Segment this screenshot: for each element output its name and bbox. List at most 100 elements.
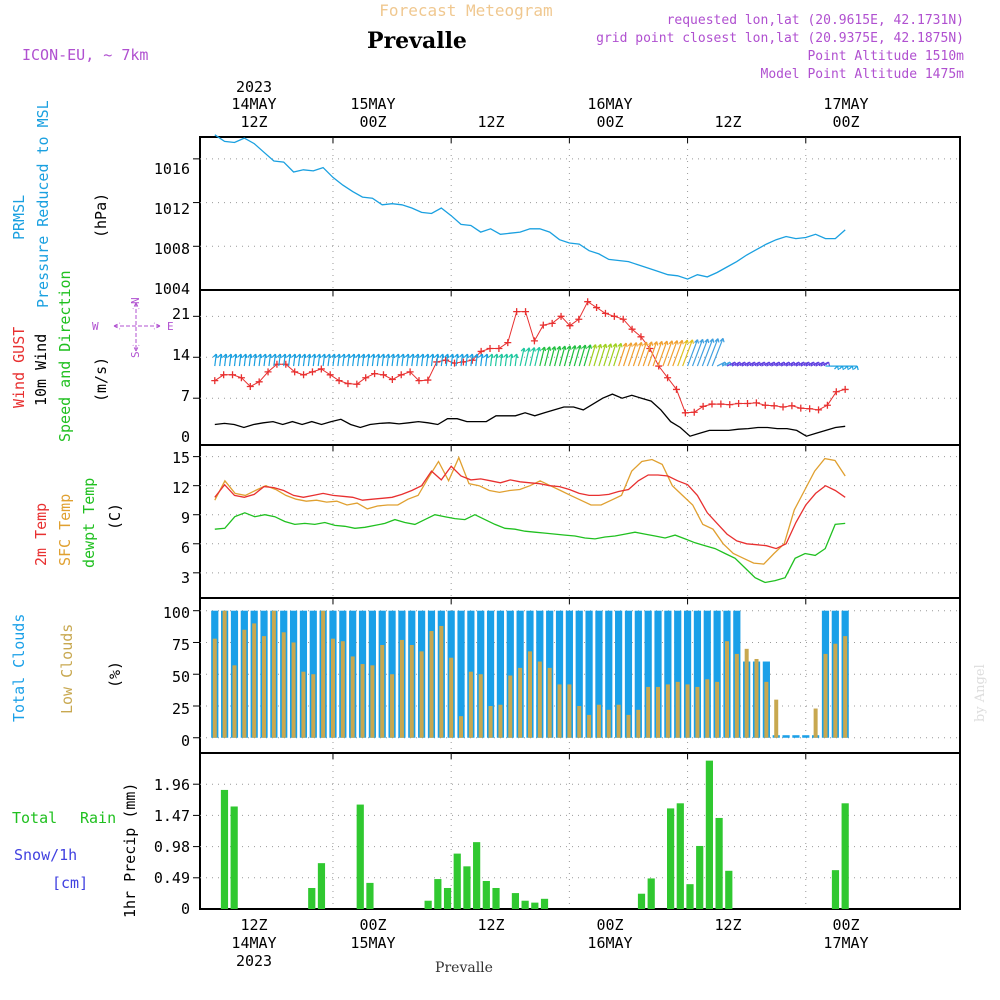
wind-direction-arrow <box>682 339 695 367</box>
rain-bar <box>317 863 326 909</box>
station-title: Prevalle <box>367 28 467 54</box>
wind-gust-point <box>761 401 769 409</box>
wind-direction-arrow <box>217 353 223 367</box>
total-cloud-bar <box>624 610 633 738</box>
total-cloud-bar <box>693 610 702 738</box>
total-cloud-bar <box>506 610 514 738</box>
rain-bar <box>540 898 549 909</box>
total-cloud-bar <box>615 610 623 738</box>
wind-gust-point <box>717 400 725 408</box>
rain-bar <box>676 803 684 909</box>
wind-gust-point <box>371 370 379 378</box>
wind-gust-point <box>575 315 583 323</box>
low-cloud-bar <box>656 686 661 738</box>
wind-gust-point <box>672 385 680 393</box>
wind-direction-arrow <box>613 342 623 367</box>
wind-direction-arrow <box>252 353 258 367</box>
wind-direction-arrow <box>227 353 233 367</box>
wind-gust-point <box>477 347 485 355</box>
temp-tick: 15 <box>172 449 190 467</box>
wind-direction-arrow <box>696 338 710 367</box>
precip-tick: 0.98 <box>154 838 190 856</box>
compass-south: S <box>129 351 142 358</box>
wind-gust-point <box>779 403 787 411</box>
wind-direction-arrow <box>271 353 277 367</box>
wind-direction-arrow <box>286 353 292 367</box>
pressure-labels: PRMSL Pressure Reduced to MSL (hPa) <box>10 100 110 308</box>
wind-direction-arrow <box>385 353 391 367</box>
y-tick-labels: 1004 1008 1012 1016 0 7 14 21 3 6 9 12 1… <box>154 160 190 918</box>
bottom-tick-hour: 12Z <box>714 916 741 934</box>
total-cloud-bar <box>496 610 505 738</box>
rain-bar <box>473 842 481 909</box>
low-cloud-bar <box>616 704 621 738</box>
rain-bar <box>443 887 452 909</box>
bottom-tick-hour: 12Z <box>240 916 267 934</box>
low-cloud-bar <box>232 665 237 738</box>
rain-bar <box>705 760 713 909</box>
top-tick-hour: 12Z <box>714 113 741 131</box>
wind-direction-arrow <box>242 353 248 367</box>
bottom-tick-date: 17MAY <box>823 934 868 952</box>
low-cloud-bar <box>409 645 414 738</box>
precip-tick: 1.47 <box>154 807 190 825</box>
pressure-tick: 1004 <box>154 280 190 298</box>
wind-direction-arrow <box>306 353 312 367</box>
total-cloud-bar <box>703 610 711 738</box>
low-cloud-bar <box>606 709 611 738</box>
dewpoint-line <box>214 512 846 584</box>
cloud-label-total: Total Clouds <box>10 614 28 722</box>
wind-direction-arrow <box>672 339 684 367</box>
wind-direction-arrow <box>326 353 332 367</box>
wind-direction-arrow <box>573 344 582 367</box>
wind-direction-arrow <box>267 353 273 367</box>
wind-gust-point <box>619 315 627 323</box>
total-cloud-bar <box>683 610 692 738</box>
wind-gust-point <box>566 322 574 330</box>
cloud-labels: Total Clouds Low Clouds (%) <box>10 614 124 722</box>
wind-label-gust: Wind GUST <box>10 327 28 408</box>
pressure-line <box>214 134 846 280</box>
wind-label-10m: 10m Wind <box>32 334 50 406</box>
wind-direction-arrow <box>652 340 664 367</box>
low-cloud-bar <box>390 674 395 738</box>
low-cloud-bar <box>439 625 444 738</box>
rain-bar <box>725 870 733 909</box>
rain-bar <box>637 893 646 909</box>
rain-bar <box>220 789 229 909</box>
wind-gust-point <box>601 309 609 317</box>
total-cloud-bar <box>605 610 613 738</box>
total-cloud-bar <box>595 610 603 738</box>
wind-gust-point <box>788 402 796 410</box>
wind-direction-arrow <box>667 340 679 367</box>
wind-gust-point <box>539 321 547 329</box>
low-cloud-bar <box>262 636 267 738</box>
cloud-tick: 0 <box>181 732 190 750</box>
wind-gust-point <box>388 375 396 383</box>
rain-bar <box>531 902 539 909</box>
temp-frame <box>199 444 961 599</box>
wind-direction-arrow <box>568 345 577 367</box>
total-cloud-bar <box>565 610 573 738</box>
rain-bar <box>434 879 442 909</box>
bottom-tick-hour: 00Z <box>359 916 386 934</box>
wind-direction-arrow <box>419 353 425 367</box>
wind-gust-point <box>513 308 521 316</box>
wind-gust-point <box>752 399 760 407</box>
low-cloud-bar <box>754 658 759 738</box>
rain-bar <box>831 870 840 909</box>
wind-direction-arrow <box>276 353 282 367</box>
low-cloud-bar <box>350 656 355 738</box>
wind-direction-arrow <box>498 353 504 367</box>
wind-gust-point <box>610 312 618 320</box>
precip-tick: 0 <box>181 900 190 918</box>
wind-gust-point <box>841 385 849 393</box>
requested-coords: requested lon,lat (20.9615E, 42.1731N) <box>667 13 964 28</box>
wind-tick: 0 <box>181 428 190 446</box>
low-cloud-bar <box>508 675 513 738</box>
wind-label-speed-dir: Speed and Direction <box>56 270 74 442</box>
low-cloud-bar <box>813 708 818 738</box>
wind-direction-arrow <box>335 353 341 367</box>
low-cloud-bar <box>527 651 532 738</box>
low-cloud-bar <box>577 705 582 738</box>
